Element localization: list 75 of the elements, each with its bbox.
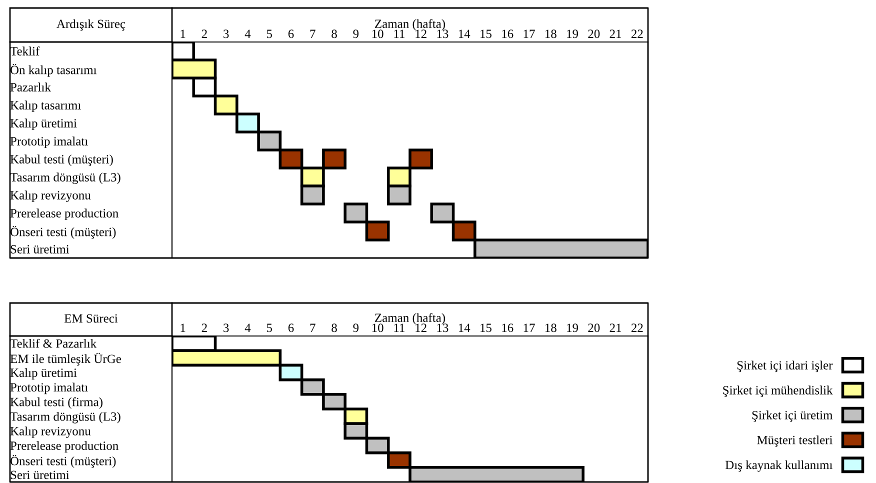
y-tick-label: Kalıp revizyonu bbox=[10, 190, 91, 202]
y-tick-label: EM ile tümleşik ÜrGe bbox=[10, 352, 122, 366]
y-tick-label: Seri üretimi bbox=[10, 245, 70, 254]
x-tick-label: 8 bbox=[332, 324, 337, 332]
x-tick-label: 11 bbox=[394, 30, 404, 38]
y-tick-label: Kalıp üretimi bbox=[10, 368, 77, 380]
legend-label: Şirket içi mühendislik bbox=[723, 386, 833, 397]
legend-label: Müşteri testleri bbox=[757, 435, 833, 447]
y-tick-label: Pazarlık bbox=[10, 82, 51, 92]
x-tick-label: 22 bbox=[631, 30, 643, 38]
x-tick-label: 21 bbox=[610, 324, 622, 332]
x-tick-label: 2 bbox=[202, 30, 207, 38]
chart-title: EM Süreci bbox=[64, 314, 118, 323]
x-tick-label: 3 bbox=[224, 30, 229, 38]
x-tick-label: 12 bbox=[416, 324, 426, 332]
y-tick-label: Ön kalıp tasarımı bbox=[10, 64, 97, 77]
x-tick-label: 18 bbox=[545, 30, 556, 38]
x-tick-label: 7 bbox=[310, 324, 316, 332]
legend-label: Dış kaynak kullanımı bbox=[725, 460, 833, 472]
x-tick-label: 15 bbox=[480, 30, 492, 38]
x-tick-label: 3 bbox=[224, 324, 229, 332]
x-tick-label: 1 bbox=[180, 30, 186, 38]
x-tick-label: 5 bbox=[266, 30, 272, 38]
x-tick-label: 5 bbox=[266, 324, 272, 332]
x-tick-label: 14 bbox=[458, 324, 470, 332]
x-tick-label: 1 bbox=[180, 324, 186, 332]
y-tick-label: Tasarım döngüsü (L3) bbox=[10, 412, 120, 424]
x-tick-label: 4 bbox=[244, 30, 251, 38]
y-tick-label: Prerelease production bbox=[10, 208, 118, 220]
x-tick-label: 19 bbox=[567, 324, 578, 332]
y-tick-label: Kabul testi (müşteri) bbox=[10, 154, 113, 166]
x-tick-label: 6 bbox=[288, 30, 294, 38]
y-tick-label: Kalıp üretimi bbox=[10, 118, 77, 130]
chart-title: Ardışık Süreç bbox=[56, 19, 126, 31]
x-tick-label: 16 bbox=[502, 324, 514, 332]
x-tick-label: 20 bbox=[588, 324, 600, 332]
x-tick-label: 8 bbox=[332, 30, 337, 38]
y-tick-label: Kalıp revizyonu bbox=[10, 426, 91, 438]
x-tick-label: 10 bbox=[372, 30, 384, 38]
x-tick-label: 17 bbox=[524, 30, 535, 38]
x-tick-label: 9 bbox=[353, 324, 359, 332]
x-tick-label: 13 bbox=[437, 30, 448, 38]
y-tick-label: Teklif bbox=[10, 46, 40, 56]
x-tick-label: 4 bbox=[244, 324, 251, 332]
x-tick-label: 11 bbox=[394, 324, 404, 332]
x-tick-label: 16 bbox=[502, 30, 514, 38]
x-axis-title: Zaman (hafta) bbox=[375, 313, 446, 325]
x-tick-label: 7 bbox=[310, 30, 316, 38]
x-axis-title: Zaman (hafta) bbox=[375, 19, 446, 31]
y-tick-label: Seri üretimi bbox=[10, 470, 70, 480]
y-tick-label: Kabul testi (firma) bbox=[10, 397, 102, 409]
x-tick-label: 18 bbox=[545, 324, 556, 332]
y-tick-label: Prerelease production bbox=[10, 441, 118, 452]
legend-label: Şirket içi üretim bbox=[752, 410, 833, 422]
y-tick-label: Teklif & Pazarlık bbox=[10, 338, 97, 348]
y-tick-label: Tasarım döngüsü (L3) bbox=[10, 172, 120, 184]
x-tick-label: 2 bbox=[202, 324, 207, 332]
x-tick-label: 20 bbox=[588, 30, 600, 38]
x-tick-label: 12 bbox=[416, 30, 426, 38]
y-tick-label: Prototip imalatı bbox=[10, 136, 88, 148]
y-tick-label: Önseri testi (müşteri) bbox=[10, 226, 116, 239]
x-tick-label: 13 bbox=[437, 324, 448, 332]
y-tick-label: Önseri testi (müşteri) bbox=[10, 455, 116, 468]
x-tick-label: 22 bbox=[631, 324, 643, 332]
y-tick-label: Prototip imalatı bbox=[10, 382, 88, 394]
x-tick-label: 15 bbox=[480, 324, 492, 332]
y-tick-label: Kalıp tasarımı bbox=[10, 100, 81, 112]
x-tick-label: 21 bbox=[610, 30, 622, 38]
x-tick-label: 6 bbox=[288, 324, 294, 332]
x-tick-label: 9 bbox=[353, 30, 359, 38]
legend-label: Şirket içi idari işler bbox=[737, 360, 833, 372]
x-tick-label: 17 bbox=[524, 324, 535, 332]
x-tick-label: 10 bbox=[372, 324, 384, 332]
x-tick-label: 19 bbox=[567, 30, 578, 38]
x-tick-label: 14 bbox=[458, 30, 470, 38]
